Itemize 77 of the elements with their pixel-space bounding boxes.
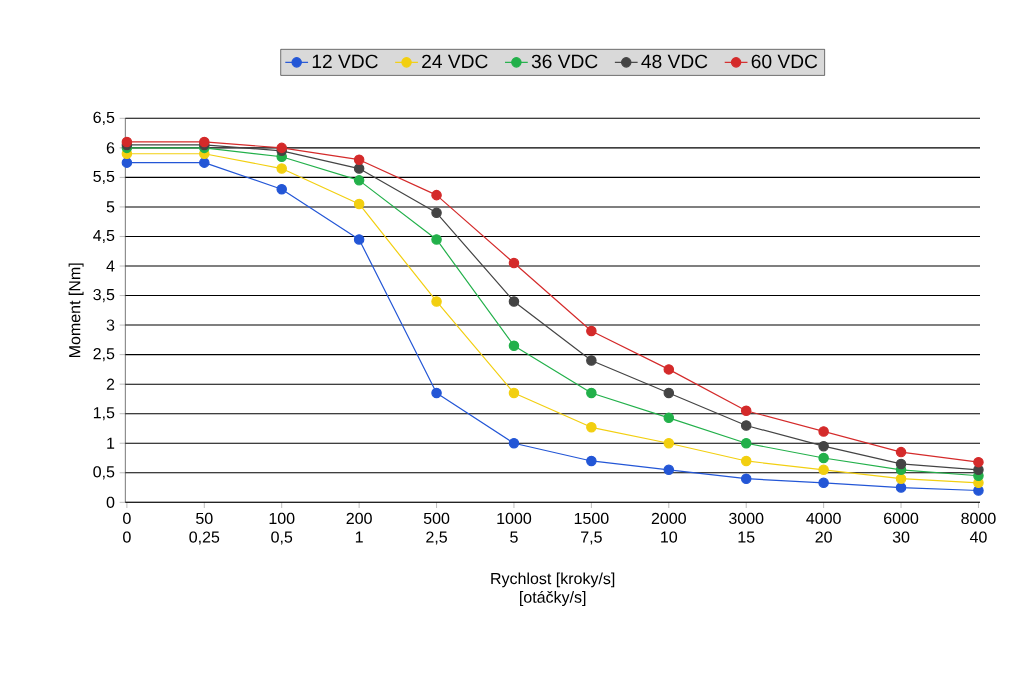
point — [663, 364, 675, 375]
point — [121, 157, 133, 168]
point — [353, 154, 365, 165]
y-tick-label: 0,5 — [93, 466, 115, 480]
y-tick-label: 3,5 — [93, 288, 115, 303]
point — [199, 157, 210, 168]
legend-label: 48 VDC — [641, 54, 708, 69]
legend-label: 60 VDC — [751, 54, 818, 69]
x-tick-label: 100 0,5 — [269, 512, 295, 545]
y-tick-label: 6 — [106, 142, 115, 154]
point — [740, 473, 752, 484]
point — [895, 446, 907, 458]
x-tick-label: 50 0,25 — [189, 512, 220, 545]
point — [586, 355, 597, 366]
x-tick-label: 1000 5 — [497, 512, 532, 543]
x-tick-label: 4000 20 — [806, 512, 841, 543]
point — [276, 163, 287, 174]
x-tick-label: 8000 40 — [961, 512, 996, 543]
point — [353, 234, 365, 245]
point — [740, 437, 752, 449]
point — [431, 207, 442, 219]
point — [663, 412, 675, 424]
y-tick-label: 4,5 — [93, 229, 115, 244]
point — [586, 387, 597, 399]
y-tick-label: 4 — [106, 260, 115, 272]
y-tick-label: 0 — [106, 496, 115, 508]
y-tick-label: 1,5 — [93, 407, 115, 421]
point — [818, 477, 829, 489]
point — [508, 296, 520, 307]
point — [740, 405, 752, 417]
point — [508, 340, 520, 352]
y-axis-title: Moment [Nm] — [68, 263, 84, 358]
point — [663, 387, 675, 399]
y-tick-label: 5 — [106, 201, 115, 213]
x-tick-label: 2000 10 — [651, 512, 686, 543]
point — [431, 296, 442, 307]
point — [586, 422, 597, 433]
y-tick-label: 2 — [106, 378, 115, 390]
point — [586, 455, 597, 467]
y-tick-label: 6,5 — [93, 111, 115, 125]
point — [973, 456, 984, 468]
x-tick-label: 3000 15 — [729, 512, 764, 543]
legend-label: 36 VDC — [531, 54, 598, 69]
point — [818, 464, 829, 476]
point — [353, 163, 365, 174]
legend-label: 24 VDC — [422, 54, 488, 69]
point — [353, 175, 365, 186]
point — [895, 482, 907, 493]
x-tick-label: 500 2,5 — [423, 512, 450, 545]
legend-label: 12 VDC — [312, 54, 378, 69]
x-tick-label: 200 1 — [346, 512, 372, 543]
point — [663, 437, 675, 449]
point — [740, 420, 752, 431]
point — [353, 198, 365, 210]
point — [586, 325, 597, 337]
x-tick-label: 6000 30 — [884, 512, 919, 543]
point — [818, 426, 829, 437]
point — [895, 473, 907, 484]
x-axis-title: Rychlost [kroky/s] [otáčky/s] — [491, 572, 615, 607]
point — [431, 234, 442, 245]
point — [818, 452, 829, 464]
y-tick-label: 2,5 — [93, 348, 115, 362]
point — [431, 387, 442, 399]
y-tick-label: 5,5 — [93, 170, 115, 184]
point — [740, 455, 752, 467]
point — [508, 437, 520, 449]
point — [818, 440, 829, 452]
point — [895, 458, 907, 470]
x-tick-label: 0 0 — [123, 512, 131, 543]
point — [663, 464, 675, 476]
x-tick-label: 1500 7,5 — [574, 512, 609, 545]
point — [276, 183, 287, 195]
point — [508, 387, 520, 399]
y-tick-label: 1 — [107, 437, 115, 449]
point — [431, 189, 442, 201]
y-tick-label: 3 — [106, 319, 115, 331]
point — [508, 257, 520, 269]
